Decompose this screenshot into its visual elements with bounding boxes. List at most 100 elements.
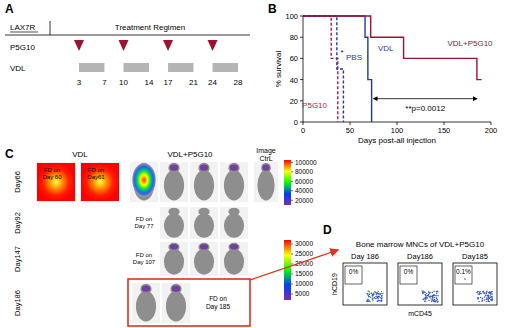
mouse-head [228, 243, 239, 252]
cell-event [378, 296, 379, 297]
cell-event [377, 297, 378, 298]
colorbar-label: 5000 [295, 290, 310, 297]
column-header: VDL [72, 150, 88, 159]
cell-event [432, 297, 433, 298]
cell-event [429, 292, 430, 293]
cell-event [483, 292, 484, 293]
mouse-body [164, 170, 184, 200]
cell-event [491, 296, 492, 297]
colorbar-label: 40000 [295, 187, 313, 194]
cell-event [488, 298, 489, 299]
day-label: Day 186 [351, 252, 379, 261]
cell-event [486, 293, 487, 294]
signal [200, 244, 208, 249]
cell-event [423, 299, 424, 300]
fd-label-line: FD on [209, 295, 227, 302]
colorbar-label: 30000 [295, 240, 313, 247]
x-axis-label: Days post-all injection [358, 136, 436, 145]
survival-curve [303, 16, 338, 122]
cell-event [437, 291, 438, 292]
day-label: Day185 [462, 252, 488, 261]
cell-event [434, 299, 435, 300]
cell-event [368, 296, 369, 297]
cell-event [368, 296, 369, 297]
gate [345, 266, 362, 284]
x-tick [444, 122, 445, 125]
cell-event [490, 292, 491, 293]
colorbar-tick [291, 162, 293, 163]
cell-event [369, 291, 370, 292]
colorbar-tick [291, 264, 293, 265]
cell-event [485, 295, 486, 296]
fd-label: FD onDay61 [87, 167, 105, 180]
y-tick-label: 0 [294, 118, 298, 127]
treatment-course [124, 63, 149, 72]
cell-event [489, 293, 490, 294]
cell-event [374, 291, 375, 292]
signal [200, 164, 208, 170]
cell-event [492, 299, 493, 300]
cell-event [380, 300, 381, 301]
cell-event [484, 296, 485, 297]
cell-event [378, 293, 379, 294]
cell-event [376, 294, 377, 295]
cell-event [436, 292, 437, 293]
cell-event [485, 295, 486, 296]
cell-event [372, 294, 373, 295]
y-tick-label: 60 [290, 54, 298, 63]
cell-event [377, 300, 378, 301]
cell-event [487, 295, 488, 296]
cell-event [424, 300, 425, 301]
signal [170, 164, 178, 170]
image-background [190, 242, 218, 276]
comparison-arrow [374, 98, 477, 99]
cell-event [492, 296, 493, 297]
survival-curve [303, 16, 343, 122]
panel-d: DBone marrow MNCs of VDL+P5G10Day 1860%D… [250, 223, 497, 317]
fd-label: FD onDay 60 [42, 167, 62, 180]
colorbar-tick [291, 274, 293, 275]
colorbar-tick [291, 190, 293, 191]
cell-event [368, 295, 369, 296]
cell-event [433, 300, 434, 301]
image-background [132, 283, 160, 323]
plot-area [303, 16, 482, 122]
signal [172, 285, 180, 291]
cell-event [378, 296, 379, 297]
cell-event [380, 293, 381, 294]
colorbar-label: 10000 [295, 280, 313, 287]
cell-event [489, 298, 490, 299]
cell-event [425, 298, 426, 299]
mouse-body [166, 291, 186, 321]
mouse-head [168, 208, 179, 216]
colorbar-label: 15000 [295, 270, 313, 277]
cell-event [487, 300, 488, 301]
cell-event [481, 300, 482, 301]
figure: ALAX7RTreatment RegimenP5G10VDL371014172… [0, 0, 520, 328]
cell-event [434, 300, 435, 301]
colorbar-label: 60000 [295, 178, 313, 185]
cell-event [381, 298, 382, 299]
table-header: Treatment Regimen [115, 23, 185, 32]
cell-event [488, 300, 489, 301]
annotation: **p=0.0012 [405, 104, 445, 113]
mouse-body [194, 249, 214, 275]
mouse-head [198, 163, 209, 173]
fd-label-line: Day 107 [133, 259, 156, 265]
mouse-head [168, 243, 179, 252]
cell-event [483, 291, 484, 292]
divider [5, 35, 250, 36]
cell-event [380, 297, 381, 298]
gate-percent: 0% [349, 268, 359, 275]
column-header-line: Image [256, 147, 276, 155]
mouse-head [168, 163, 179, 173]
cell-event [423, 290, 424, 291]
flow-plot [343, 263, 387, 305]
cell-event [433, 291, 434, 292]
cell-event [479, 291, 480, 292]
cell-event [373, 294, 374, 295]
cell-event [437, 301, 438, 302]
mouse-head [228, 208, 239, 216]
cell-event [489, 291, 490, 292]
cell-event [368, 300, 369, 301]
